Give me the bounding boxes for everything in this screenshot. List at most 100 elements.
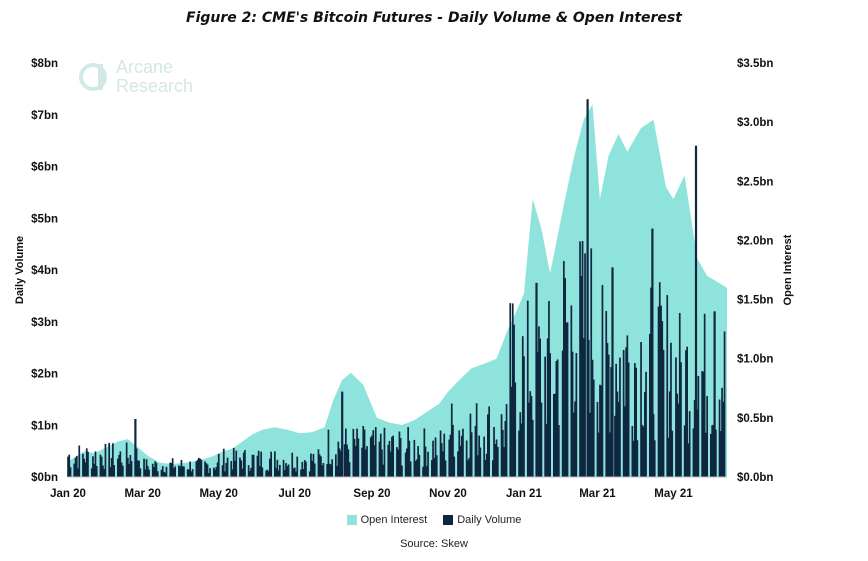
legend-swatch-daily-volume [443,515,454,525]
volume-bar [462,428,464,477]
volume-bar [183,466,185,477]
volume-bar [291,452,294,477]
x-tick-label: Nov 20 [429,488,467,500]
volume-bar [493,427,495,477]
watermark-line2: Research [116,76,194,96]
volume-bar [545,423,548,477]
legend-item-open-interest[interactable]: Open Interest [346,514,427,526]
volume-bar [310,453,312,477]
volume-bar [328,463,331,477]
volume-bar [564,278,566,477]
volume-bar [257,450,260,477]
y-right-tick-label: $1.5bn [737,295,773,307]
volume-bar [293,467,296,477]
volume-bar [479,447,482,477]
volume-bar [624,406,626,477]
volume-bar [657,306,660,477]
volume-bar [275,468,277,477]
volume-bar [178,465,180,477]
volume-bar [510,386,513,477]
volume-bar [156,471,159,477]
legend-item-daily-volume[interactable]: Daily Volume [443,514,521,526]
volume-bar [204,461,206,477]
volume-bar [128,463,130,477]
volume-peak-bar [713,311,716,477]
volume-bar [112,443,114,477]
volume-bar [641,424,644,477]
volume-bar [282,459,285,477]
volume-bar [715,429,717,477]
volume-bar [514,382,517,477]
volume-bar [138,460,140,477]
volume-bar [539,338,541,477]
volume-bar [100,456,103,477]
volume-bar [658,282,661,477]
volume-bar [82,453,84,477]
y-left-tick-label: $7bn [31,110,58,122]
volume-bar [75,456,78,477]
volume-bar [662,349,665,477]
volume-bar [343,444,346,477]
volume-bar [584,253,586,477]
volume-bar [120,462,123,477]
volume-bar [422,466,424,477]
volume-bar [640,342,642,477]
volume-bar [619,357,621,477]
volume-bar [92,456,94,477]
volume-bar [530,395,533,477]
volume-bar [439,430,442,477]
volume-bar [295,471,297,477]
volume-bar [485,453,488,477]
volume-bar [146,465,149,477]
volume-bar [391,436,393,477]
volume-bar [413,439,416,477]
volume-bar [474,425,477,477]
x-tick-label: Jan 21 [506,488,542,500]
volume-bar [571,351,574,477]
volume-bar [286,466,289,477]
watermark-logo: Arcane Research [78,58,193,96]
legend-label-daily-volume: Daily Volume [457,514,522,526]
volume-bar [266,469,269,477]
volume-bar [356,428,358,477]
volume-bar [388,440,391,477]
volume-bar [85,448,88,477]
volume-bar [270,451,272,477]
volume-bar [230,461,233,477]
volume-bar [74,457,77,477]
volume-bar [426,466,428,477]
volume-bar [276,459,279,477]
x-tick-label: Mar 21 [579,488,616,500]
volume-bar [579,241,581,477]
volume-bar [600,385,603,477]
volume-bar [67,456,69,477]
volume-bar [318,454,321,477]
volume-bar [337,441,340,477]
volume-bar [247,465,250,477]
volume-bar [94,451,97,477]
volume-bar [113,465,115,477]
volume-bar [335,454,337,477]
volume-bar [217,453,220,477]
volume-bar [475,403,478,477]
volume-bar [143,458,145,477]
volume-bar [300,469,302,477]
volume-bar [68,454,71,477]
volume-bar [369,437,372,477]
volume-bar [241,468,244,477]
volume-bar [511,303,514,477]
volume-bar [495,439,498,477]
volume-bar [186,469,189,477]
volume-peak-bar [341,391,344,477]
volume-bar [470,432,473,477]
source-note: Source: Skew [400,538,468,550]
volume-bar [573,412,575,477]
volume-bar [234,460,236,477]
y-right-tick-label: $0.0bn [737,472,773,484]
volume-bar [440,443,443,477]
volume-bar [718,399,721,477]
volume-bar [191,469,194,477]
volume-bar [357,438,360,477]
volume-bar [78,445,81,477]
volume-bar [701,371,703,477]
